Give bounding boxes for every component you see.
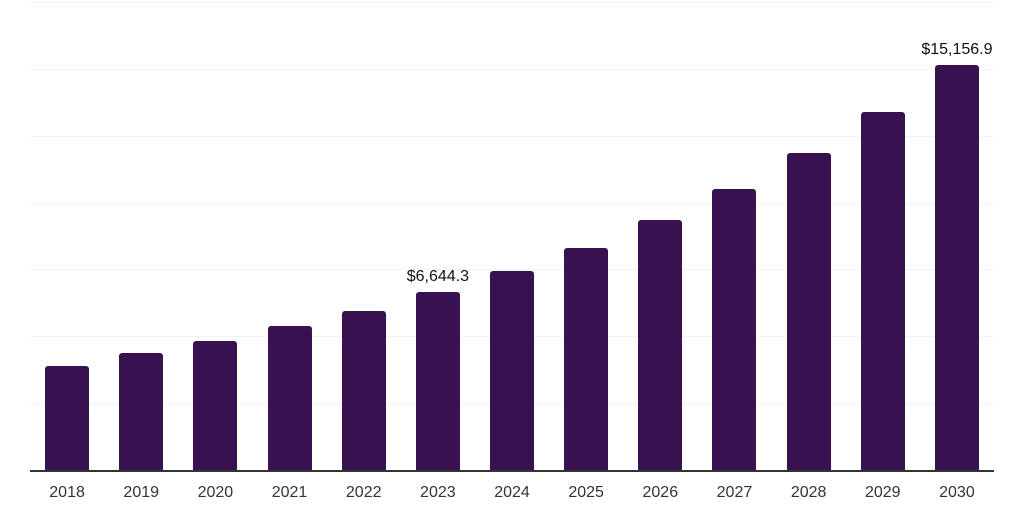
x-tick-label-2027: 2027 [716,484,753,501]
x-tick-label-2022: 2022 [345,484,382,501]
x-tick-label-2029: 2029 [864,484,901,501]
x-axis-tick-labels: 2018 2019 2020 2021 2022 2023 2024 2025 2026 2027… [30,484,994,501]
x-tick-label-2025: 2025 [568,484,604,501]
x-tick-label-2018: 2018 [49,484,85,501]
gridline [30,68,994,70]
x-tick-label-2024: 2024 [494,484,530,501]
gridline [30,269,994,271]
bar-2029 [860,111,905,470]
bar-2020 [193,341,238,470]
gridline [30,2,994,3]
bar-2027 [712,188,757,470]
bar-2021 [267,326,312,470]
x-tick-label-2019: 2019 [123,484,160,501]
bar-2030 [934,64,979,470]
gridline [30,202,994,204]
bar-2024 [490,270,534,470]
bar-2018 [45,366,90,470]
bar-2019 [119,353,164,470]
bar-2025 [564,247,609,470]
plot-area: $6,644.3 $15,156.9 [30,2,994,470]
x-axis-line [30,470,994,472]
x-tick-label-2030: 2030 [939,484,975,501]
value-label-2030: $15,156.9 [921,40,993,58]
x-tick-label-2028: 2028 [790,484,827,501]
value-label-2023: $6,644.3 [406,268,469,286]
gridline [30,135,994,137]
x-tick-label-2026: 2026 [642,484,679,501]
x-tick-label-2023: 2023 [420,484,456,501]
bar-2028 [786,152,831,470]
bar-2026 [638,219,683,470]
bar-2023 [415,292,460,470]
bar-2022 [341,311,386,470]
x-tick-label-2020: 2020 [197,484,234,501]
x-tick-label-2021: 2021 [271,484,308,501]
